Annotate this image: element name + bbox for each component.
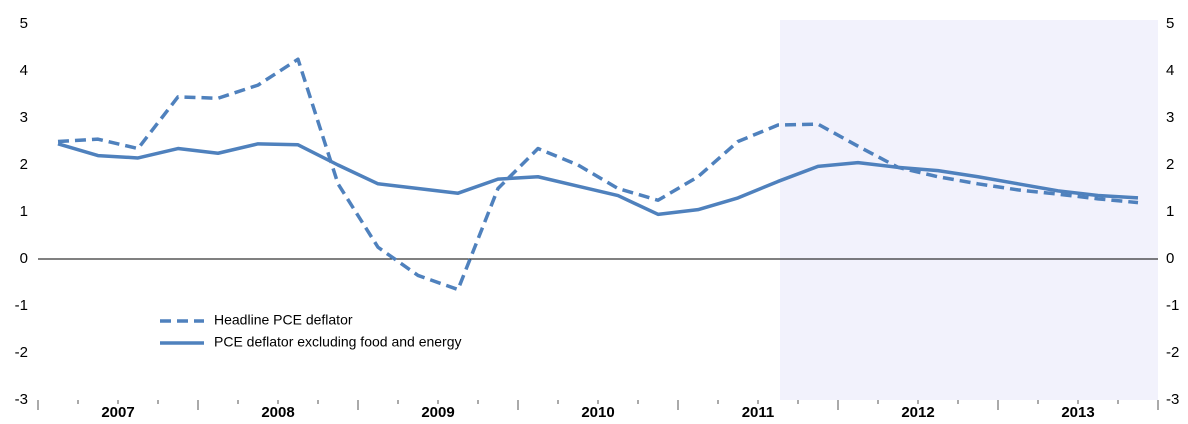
y2-tick-label: 1 xyxy=(1166,203,1174,220)
shaded-region xyxy=(780,20,1158,400)
x-tick-label: 2012 xyxy=(901,404,934,421)
y-tick-label: -1 xyxy=(15,297,28,314)
line-series xyxy=(57,142,1139,217)
y-tick-label: -2 xyxy=(15,344,28,361)
y2-tick-label: 0 xyxy=(1166,250,1174,267)
y-tick-label: 3 xyxy=(20,109,28,126)
y-tick-label: 1 xyxy=(20,203,28,220)
x-tick-label: 2007 xyxy=(101,404,134,421)
y2-tick-label: -3 xyxy=(1166,391,1179,408)
x-tick-label: 2013 xyxy=(1061,404,1094,421)
y-tick-label: 0 xyxy=(20,250,28,267)
legend-label: Headline PCE deflator xyxy=(214,312,353,328)
y2-tick-label: 4 xyxy=(1166,62,1174,79)
x-tick-label: 2009 xyxy=(421,404,454,421)
y2-tick-label: -2 xyxy=(1166,344,1179,361)
y-tick-label: 2 xyxy=(20,156,28,173)
y-tick-label: 4 xyxy=(20,62,28,79)
legend-label: PCE deflator excluding food and energy xyxy=(214,334,462,350)
y-tick-label: 5 xyxy=(20,15,28,32)
y2-tick-label: 5 xyxy=(1166,15,1174,32)
line-series xyxy=(57,57,1139,292)
x-tick-label: 2008 xyxy=(261,404,294,421)
x-tick-label: 2010 xyxy=(581,404,614,421)
y2-tick-label: 3 xyxy=(1166,109,1174,126)
y2-tick-label: -1 xyxy=(1166,297,1179,314)
y2-tick-label: 2 xyxy=(1166,156,1174,173)
y-tick-label: -3 xyxy=(15,391,28,408)
x-tick-label: 2011 xyxy=(742,404,775,421)
